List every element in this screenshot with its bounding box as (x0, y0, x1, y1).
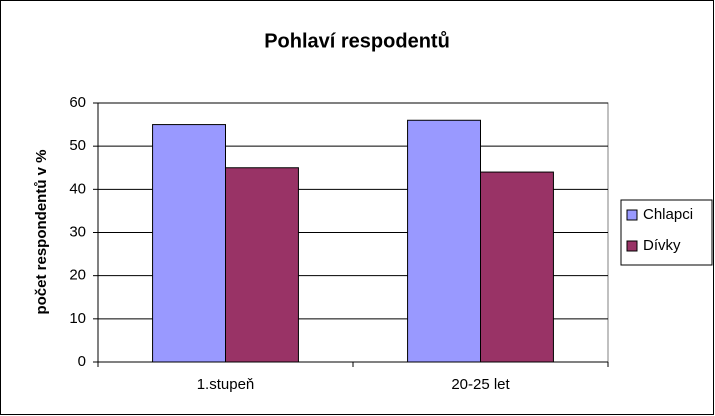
y-tick-label: 20 (69, 267, 86, 284)
bar (225, 167, 299, 363)
bar (407, 119, 482, 363)
y-tick-label: 40 (69, 180, 86, 197)
y-tick-label: 30 (69, 223, 86, 240)
x-tick-label: 20-25 let (451, 376, 510, 393)
legend-swatch (626, 209, 638, 221)
legend-label: Chlapci (643, 206, 693, 223)
y-axis-label: počet respondentů v % (33, 149, 50, 314)
y-tick-label: 10 (69, 310, 86, 327)
legend-swatch (626, 240, 638, 252)
y-tick-label: 0 (78, 353, 86, 370)
legend-label: Dívky (643, 237, 681, 254)
bar (480, 171, 554, 363)
chart-title: Pohlaví respodentů (264, 30, 450, 52)
y-tick-label: 50 (69, 137, 86, 154)
bar (152, 124, 227, 363)
x-tick-label: 1.stupeň (197, 376, 255, 393)
y-tick-label: 60 (69, 94, 86, 111)
